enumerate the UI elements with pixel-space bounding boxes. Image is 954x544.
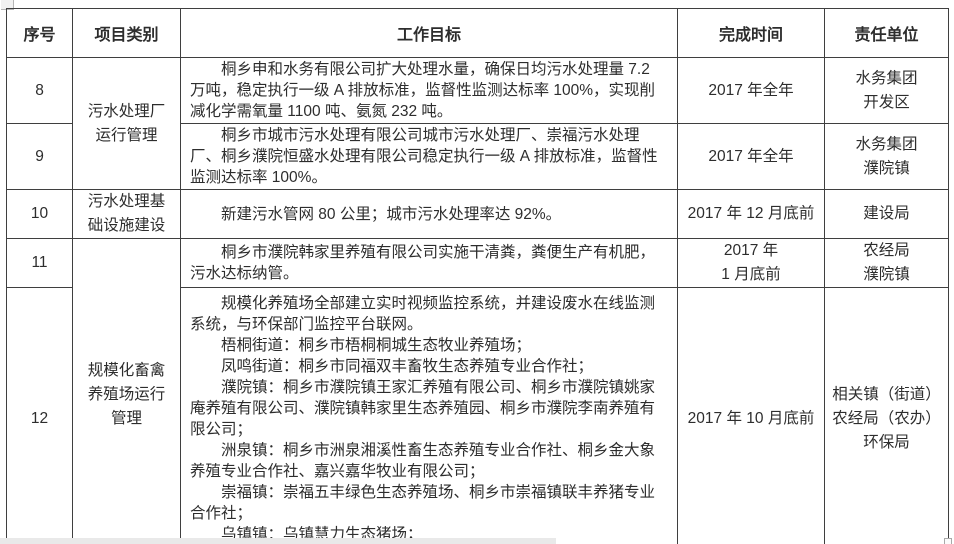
- work-plan-table: 序号 项目类别 工作目标 完成时间 责任单位 8 污水处理厂 运行管理 桐乡申和…: [6, 8, 949, 544]
- row-12-number: 12: [6, 287, 73, 544]
- goal-paragraph: 梧桐街道：桐乡市梧桐桐城生态牧业养殖场；: [221, 337, 532, 354]
- row-9-goal-cell: 桐乡市城市污水处理有限公司城市污水处理厂、崇福污水处理厂、桐乡濮院恒盛水处理有限…: [180, 123, 678, 190]
- table-resize-handle[interactable]: [944, 538, 952, 544]
- goal-paragraph: 凤鸣街道：桐乡市同福双丰畜牧生态养殖专业合作社；: [221, 358, 594, 375]
- row-10-goal-cell: 新建污水管网 80 公里；城市污水处理率达 92%。: [180, 189, 678, 239]
- row-9-number: 9: [6, 123, 73, 190]
- col-header-no: 序号: [6, 8, 73, 58]
- goal-paragraph: 桐乡申和水务有限公司扩大处理水量，确保日均污水处理量 7.2 万吨，稳定执行一级…: [190, 61, 656, 120]
- goal-paragraph: 新建污水管网 80 公里；城市污水处理率达 92%。: [221, 205, 562, 223]
- row-8-number: 8: [6, 57, 73, 124]
- header-row: 序号 项目类别 工作目标 完成时间 责任单位: [6, 8, 949, 58]
- goal-paragraph: 洲泉镇：桐乡市洲泉湘溪性畜生态养殖专业合作社、桐乡金大象养殖专业合作社、嘉兴嘉华…: [190, 442, 656, 480]
- category-sewage-infrastructure: 污水处理基 础设施建设: [72, 189, 181, 239]
- row-12-deadline: 2017 年 10 月底前: [677, 287, 825, 544]
- row-11-goal-cell: 桐乡市濮院韩家里养殖有限公司实施干清粪，粪便生产有机肥，污水达标纳管。: [180, 238, 678, 288]
- row-8-goal-cell: 桐乡申和水务有限公司扩大处理水量，确保日均污水处理量 7.2 万吨，稳定执行一级…: [180, 57, 678, 124]
- row-8-deadline: 2017 年全年: [677, 57, 825, 124]
- goal-paragraph: 濮院镇：桐乡市濮院镇王家汇养殖有限公司、桐乡市濮院镇姚家庵养殖有限公司、濮院镇韩…: [190, 379, 656, 438]
- table-row-12: 12 规模化养殖场全部建立实时视频监控系统，并建设废水在线监测系统，与环保部门监…: [6, 287, 949, 544]
- goal-paragraph: 崇福镇：崇福五丰绿色生态养殖场、桐乡市崇福镇联丰养猪专业合作社；: [190, 484, 656, 522]
- row-10-number: 10: [6, 189, 73, 239]
- row-12-goal-cell: 规模化养殖场全部建立实时视频监控系统，并建设废水在线监测系统，与环保部门监控平台…: [180, 287, 678, 544]
- table-row-11: 11 规模化畜禽 养殖场运行 管理 桐乡市濮院韩家里养殖有限公司实施干清粪，粪便…: [6, 238, 949, 544]
- goal-paragraph: 桐乡市城市污水处理有限公司城市污水处理厂、崇福污水处理厂、桐乡濮院恒盛水处理有限…: [190, 127, 658, 186]
- row-8-unit: 水务集团 开发区: [824, 57, 949, 124]
- table-row-8: 8 污水处理厂 运行管理 桐乡申和水务有限公司扩大处理水量，确保日均污水处理量 …: [6, 57, 949, 190]
- row-9-unit: 水务集团 濮院镇: [824, 123, 949, 190]
- table-row-10: 10 污水处理基 础设施建设 新建污水管网 80 公里；城市污水处理率达 92%…: [6, 189, 949, 239]
- row-12-unit: 相关镇（街道） 农经局（农办） 环保局: [824, 287, 949, 544]
- row-10-deadline: 2017 年 12 月底前: [677, 189, 825, 239]
- category-sewage-plant-operation: 污水处理厂 运行管理: [72, 57, 181, 190]
- table-row-9: 9 桐乡市城市污水处理有限公司城市污水处理厂、崇福污水处理厂、桐乡濮院恒盛水处理…: [6, 123, 949, 190]
- goal-paragraph: 桐乡市濮院韩家里养殖有限公司实施干清粪，粪便生产有机肥，污水达标纳管。: [190, 244, 656, 282]
- row-11-deadline: 2017 年 1 月底前: [677, 238, 825, 288]
- row-11-number: 11: [6, 238, 73, 288]
- col-header-unit: 责任单位: [824, 8, 949, 58]
- col-header-goal: 工作目标: [180, 8, 678, 58]
- row-10-unit: 建设局: [824, 189, 949, 239]
- row-11-unit: 农经局 濮院镇: [824, 238, 949, 288]
- goal-paragraph: 规模化养殖场全部建立实时视频监控系统，并建设废水在线监测系统，与环保部门监控平台…: [190, 295, 656, 333]
- col-header-category: 项目类别: [72, 8, 181, 58]
- row-9-deadline: 2017 年全年: [677, 123, 825, 190]
- bottom-edge-artifact: [0, 538, 556, 544]
- category-livestock-farm-operation: 规模化畜禽 养殖场运行 管理: [72, 238, 181, 544]
- col-header-deadline: 完成时间: [677, 8, 825, 58]
